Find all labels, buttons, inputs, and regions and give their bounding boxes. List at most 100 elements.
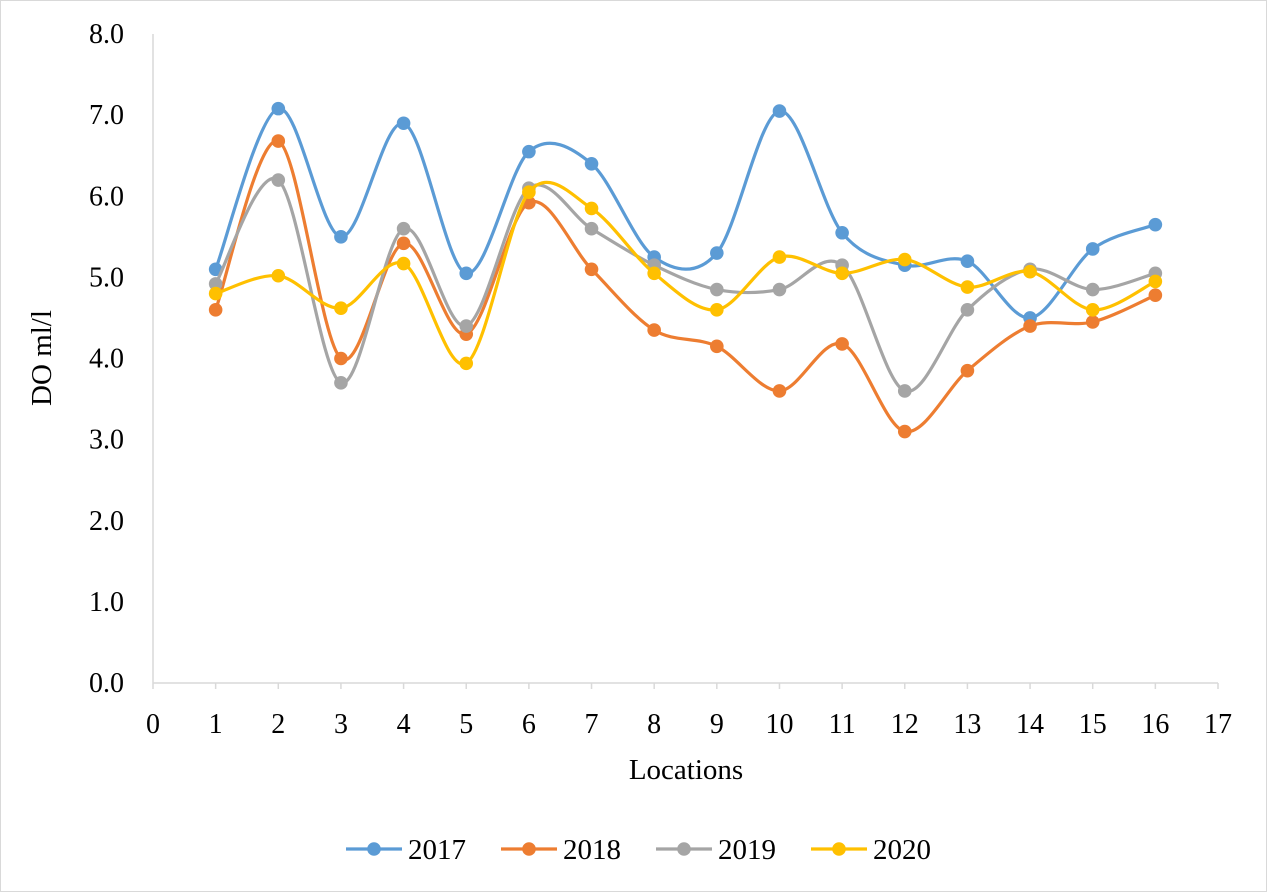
- series-line-2018: [214, 139, 1157, 434]
- x-tick-label: 14: [1016, 709, 1044, 740]
- x-tick-label: 4: [397, 709, 411, 740]
- data-point-2017-10: [772, 104, 787, 118]
- data-point-2018-7: [584, 262, 599, 277]
- data-point-2017-15: [1085, 242, 1100, 256]
- data-point-2018-15: [1085, 315, 1100, 329]
- legend-marker-2019: [677, 842, 691, 856]
- legend-label-2020: 2020: [873, 834, 931, 866]
- data-point-2018-2: [271, 134, 286, 148]
- y-tick-label: 5.0: [89, 262, 124, 293]
- data-point-2019-12: [897, 384, 912, 398]
- data-point-2020-12: [897, 252, 912, 267]
- data-point-2017-16: [1148, 217, 1163, 232]
- x-tick-label: 8: [647, 709, 661, 740]
- data-point-2018-13: [960, 363, 975, 378]
- data-point-2020-1: [208, 286, 223, 301]
- data-point-2017-13: [960, 254, 975, 268]
- data-point-2017-6: [522, 144, 536, 159]
- data-point-2018-16: [1148, 288, 1163, 303]
- data-point-2019-4: [396, 221, 411, 236]
- data-point-2020-15: [1085, 303, 1100, 317]
- y-tick-label: 8.0: [89, 19, 124, 50]
- legend-item-2017: 2017: [346, 834, 466, 866]
- legend-label-2018: 2018: [563, 834, 621, 866]
- data-point-2020-5: [459, 356, 474, 371]
- legend-label-2019: 2019: [718, 834, 776, 866]
- data-point-2017-3: [334, 230, 348, 244]
- x-tick-label: 11: [829, 709, 856, 740]
- y-tick-label: 7.0: [89, 100, 124, 131]
- data-point-2018-9: [710, 339, 724, 354]
- x-tick-label: 5: [459, 709, 473, 740]
- data-point-2019-15: [1085, 282, 1100, 297]
- series-line-2019: [214, 176, 1157, 393]
- series-2018: [208, 134, 1163, 439]
- x-tick-label: 12: [891, 709, 919, 740]
- legend-marker-2020: [832, 842, 846, 856]
- series-2019: [208, 173, 1163, 398]
- data-point-2019-3: [334, 376, 348, 390]
- y-tick-label: 4.0: [89, 344, 124, 375]
- series-2020: [208, 180, 1163, 371]
- x-tick-label: 15: [1079, 709, 1107, 740]
- y-tick-label: 6.0: [89, 181, 124, 212]
- data-point-2019-13: [960, 303, 975, 317]
- data-point-2018-11: [835, 337, 849, 351]
- series-2017: [208, 101, 1163, 325]
- data-point-2017-1: [208, 262, 223, 277]
- x-tick-label: 3: [334, 709, 348, 740]
- legend-label-2017: 2017: [408, 834, 466, 866]
- y-tick-label: 3.0: [89, 425, 124, 456]
- data-point-2019-1: [208, 277, 223, 291]
- x-tick-label: 0: [146, 709, 160, 740]
- data-point-2017-9: [710, 246, 724, 260]
- data-point-2017-5: [459, 266, 474, 281]
- data-point-2019-10: [772, 282, 787, 297]
- data-point-2020-6: [522, 185, 536, 199]
- data-point-2020-9: [710, 303, 724, 317]
- data-point-2017-7: [584, 157, 599, 171]
- x-tick-label: 17: [1204, 709, 1232, 740]
- data-point-2020-11: [835, 266, 849, 281]
- data-point-2018-4: [396, 236, 411, 251]
- data-point-2019-9: [710, 282, 724, 297]
- series-line-2020: [214, 180, 1157, 366]
- data-point-2019-2: [271, 173, 286, 187]
- x-axis-title: Locations: [629, 754, 743, 786]
- y-tick-label: 2.0: [89, 506, 124, 537]
- x-tick-label: 13: [953, 709, 981, 740]
- data-point-2020-4: [396, 256, 411, 271]
- series-line-2017: [214, 107, 1157, 320]
- legend-item-2020: 2020: [811, 834, 931, 866]
- data-point-2020-14: [1023, 264, 1037, 279]
- legend: 2017 2018 2019 2020: [346, 834, 931, 866]
- data-point-2020-16: [1148, 274, 1163, 289]
- data-point-2018-3: [334, 351, 348, 366]
- data-point-2018-10: [772, 384, 787, 398]
- series-layer: [208, 101, 1163, 439]
- data-point-2020-8: [647, 266, 661, 281]
- data-point-2020-7: [584, 201, 599, 216]
- y-tick-label: 1.0: [89, 587, 124, 618]
- data-point-2018-14: [1023, 319, 1037, 333]
- legend-item-2018: 2018: [501, 834, 621, 866]
- legend-marker-2018: [522, 842, 536, 856]
- data-point-2019-7: [584, 221, 599, 236]
- legend-item-2019: 2019: [656, 834, 776, 866]
- labels-layer: Locations DO ml/l: [26, 310, 743, 786]
- data-point-2018-1: [208, 303, 223, 317]
- data-point-2019-5: [459, 319, 474, 333]
- x-tick-label: 2: [271, 709, 285, 740]
- data-point-2018-12: [897, 424, 912, 439]
- y-axis-title: DO ml/l: [26, 310, 58, 406]
- data-point-2020-2: [271, 268, 286, 283]
- data-point-2020-13: [960, 280, 975, 294]
- legend-marker-2017: [367, 842, 381, 856]
- data-point-2017-11: [835, 225, 849, 240]
- data-point-2017-4: [396, 116, 411, 131]
- x-tick-label: 6: [522, 709, 536, 740]
- x-tick-label: 7: [585, 709, 599, 740]
- y-tick-label: 0.0: [89, 668, 124, 699]
- x-tick-label: 9: [710, 709, 724, 740]
